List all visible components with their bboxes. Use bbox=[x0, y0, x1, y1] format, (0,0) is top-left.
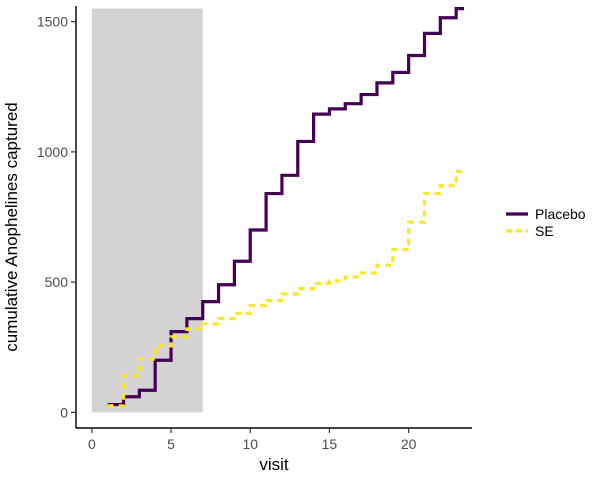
legend-label-se: SE bbox=[535, 223, 554, 239]
y-tick-label: 1000 bbox=[37, 144, 68, 160]
series-layer bbox=[107, 7, 465, 408]
shaded-region bbox=[91, 8, 203, 413]
x-tick-label: 20 bbox=[401, 436, 417, 452]
y-axis-title: cumulative Anophelines captured bbox=[2, 102, 21, 352]
x-axis-title: visit bbox=[259, 455, 289, 474]
x-tick-label: 5 bbox=[167, 436, 175, 452]
ticks-layer: 0 5 10 15 20 0 500 1000 1500 bbox=[37, 14, 417, 452]
y-tick-label: 0 bbox=[60, 404, 68, 420]
y-tick-label: 1500 bbox=[37, 14, 68, 30]
x-tick-label: 0 bbox=[88, 436, 96, 452]
legend-label-placebo: Placebo bbox=[535, 206, 586, 222]
x-tick-label: 15 bbox=[322, 436, 338, 452]
x-tick-label: 10 bbox=[242, 436, 258, 452]
y-tick-label: 500 bbox=[45, 274, 69, 290]
